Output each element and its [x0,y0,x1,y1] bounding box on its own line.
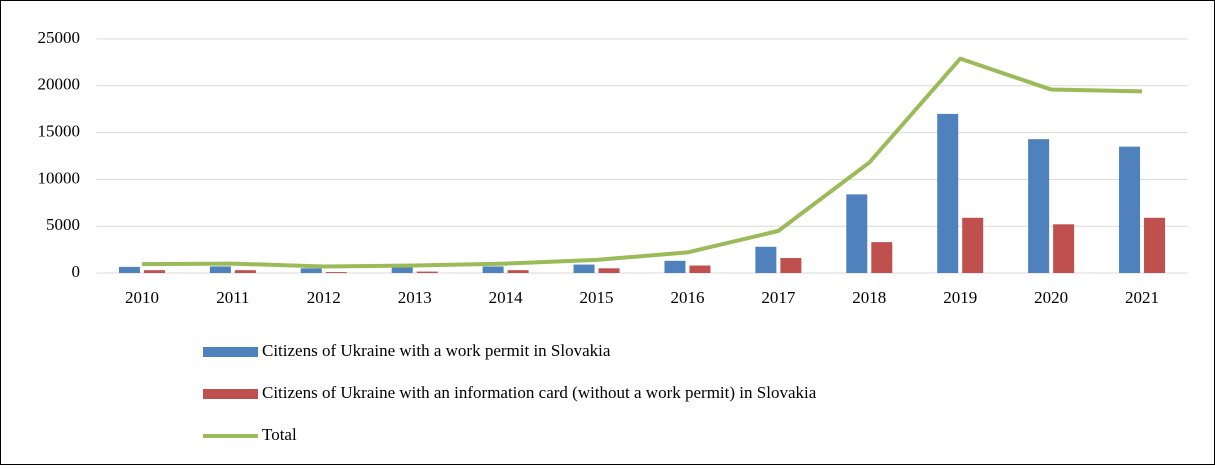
x-tick-label: 2015 [580,288,614,307]
bar [846,194,868,273]
bar [573,264,595,273]
y-tick-label: 20000 [38,75,81,94]
line [141,56,1143,269]
y-tick-label: 15000 [38,122,81,141]
y-tick-label: 25000 [38,28,81,47]
x-tick-label: 2017 [761,288,796,307]
y-tick-label: 5000 [46,215,80,234]
legend-label: Citizens of Ukraine with an information … [262,383,817,402]
bar [689,265,711,273]
bar [755,246,777,273]
bar [416,271,438,273]
x-tick-label: 2020 [1034,288,1068,307]
bar [391,267,413,273]
x-tick-label: 2010 [125,288,159,307]
legend-label: Citizens of Ukraine with a work permit i… [262,341,611,360]
legend-label: Total [262,425,297,444]
bar [507,270,529,273]
bar [1119,146,1141,273]
y-tick-label: 0 [72,262,81,281]
x-tick-label: 2013 [398,288,432,307]
bar [598,268,620,273]
bar [664,260,686,273]
x-tick-label: 2019 [943,288,977,307]
bar [143,270,165,273]
x-tick-label: 2018 [852,288,886,307]
bar [1053,224,1075,273]
bar [1028,139,1050,273]
bar [325,272,347,273]
x-tick-label: 2021 [1125,288,1159,307]
bar [118,266,140,273]
bar [780,258,802,273]
y-tick-label: 10000 [38,168,81,187]
bar [871,242,893,273]
legend-swatch [203,389,258,399]
bar [962,217,984,273]
x-tick-label: 2011 [216,288,249,307]
bar [482,266,504,273]
x-tick-label: 2014 [489,288,524,307]
bar [300,268,322,273]
bar [1144,217,1166,273]
bar [209,266,231,273]
x-tick-label: 2012 [307,288,341,307]
x-tick-label: 2016 [670,288,704,307]
legend-swatch [203,347,258,357]
bar [937,113,959,273]
bar [234,270,256,273]
